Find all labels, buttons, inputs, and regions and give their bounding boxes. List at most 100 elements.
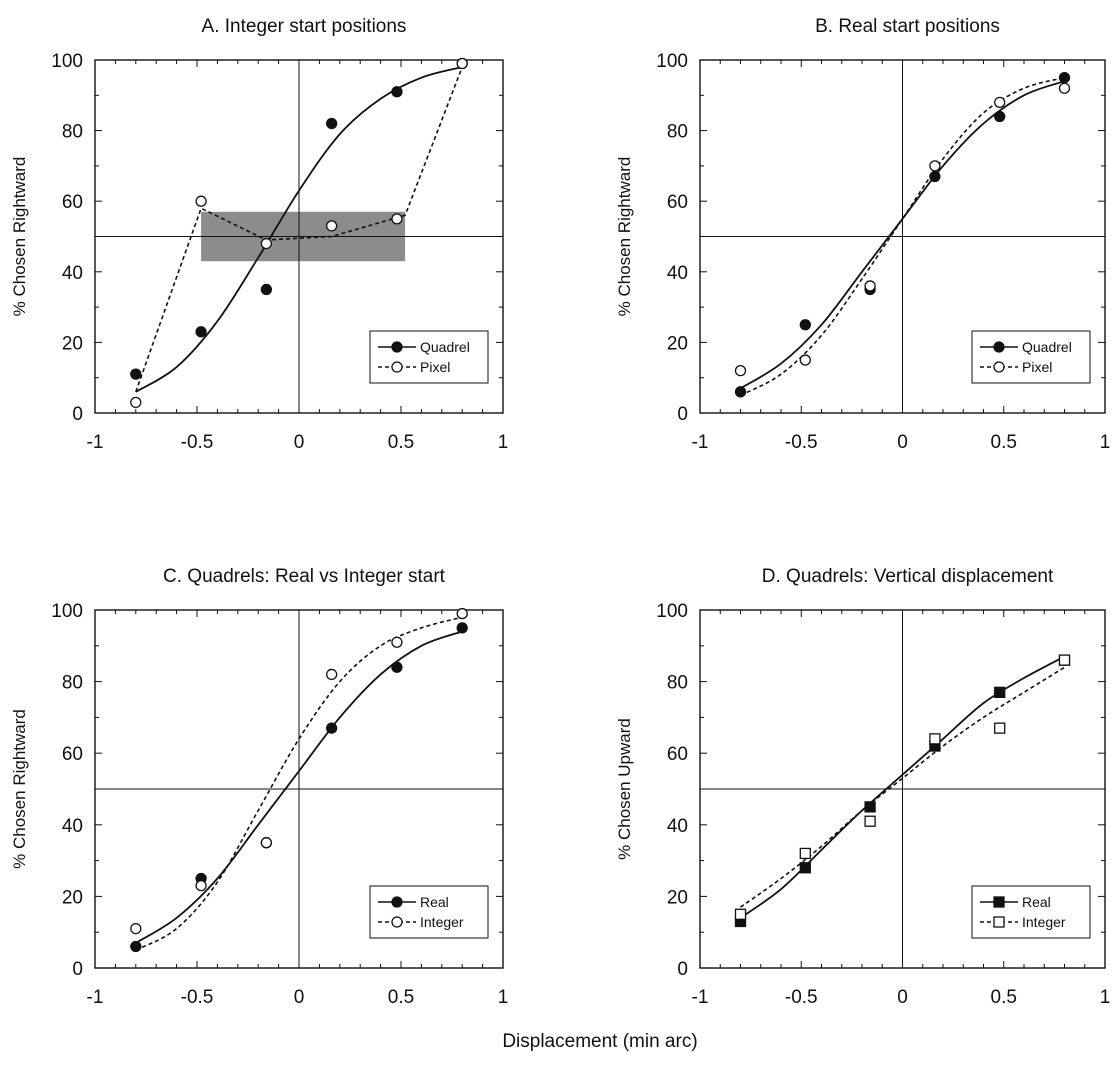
panel-a-series-quadrel-line <box>135 66 463 393</box>
panel-a-series-quadrel-point <box>195 326 207 338</box>
panel-d-series-integer <box>734 654 1071 920</box>
panel-b-ytick-label: 20 <box>667 333 688 354</box>
panel-b-legend-label: Quadrel <box>1022 339 1072 355</box>
panel-b-series-pixel-point <box>864 280 876 292</box>
panel-b-series-pixel-point <box>994 96 1006 109</box>
panel-c-xtick-label: 1 <box>498 987 509 1008</box>
panel-d-xtick-label: 1 <box>1100 987 1111 1008</box>
panel-b-xtick-label: 0 <box>897 432 908 453</box>
panel-c-legend-label: Integer <box>420 914 464 930</box>
panel-c-xtick-label: -1 <box>87 987 104 1008</box>
panel-a-series-pixel-line <box>135 66 463 393</box>
panel-a-legend: Quadrel Pixel <box>369 330 489 384</box>
panel-a-ytick-label: 0 <box>72 404 83 425</box>
panel-c-title: C. Quadrels: Real vs Integer start <box>163 566 446 587</box>
panel-c-legend-box <box>369 885 489 939</box>
panel-d-ylabel: % Chosen Upward <box>615 718 634 860</box>
panel-b-ytick-label: 80 <box>667 122 688 143</box>
panel-b-series-pixel-point <box>734 364 747 377</box>
panel-b-series-quadrel-point <box>1058 72 1071 84</box>
panel-b-series-pixel-point <box>799 354 811 366</box>
panel-c-series-real-line <box>135 630 463 944</box>
panel-d-legend: Real Integer <box>971 885 1091 939</box>
panel-a-series-pixel <box>130 57 468 409</box>
panel-c: C. Quadrels: Real vs Integer start 0 20 40 6… <box>10 566 508 1008</box>
panel-c-legend-label: Real <box>420 894 449 910</box>
panel-c-xtick-label: -0.5 <box>181 987 214 1008</box>
panel-a-ytick-label: 60 <box>62 192 83 213</box>
panel-a-series-pixel-point <box>195 195 207 207</box>
panel-d-series-integer-point <box>1058 654 1071 666</box>
panel-d-series-integer-point <box>799 847 811 860</box>
panel-b-ytick-label: 40 <box>667 263 688 284</box>
panel-d-series-integer-point <box>994 722 1006 734</box>
panel-a-series-pixel-point <box>130 396 142 409</box>
panel-d-ytick-label: 40 <box>667 816 688 837</box>
panel-d-ytick-label: 80 <box>667 673 688 694</box>
panel-b-xtick-label: 0.5 <box>991 432 1017 453</box>
panel-b: B. Real start positions 0 20 40 60 80 100 -1 -0.… <box>615 16 1110 453</box>
panel-d-xtick-label: -1 <box>692 987 709 1008</box>
panel-b-series-quadrel <box>734 72 1071 398</box>
panel-c-ytick-label: 80 <box>62 673 83 694</box>
panel-d-ytick-label: 0 <box>677 959 688 980</box>
panel-a-ytick-label: 100 <box>51 51 83 72</box>
panel-c-series-real-point <box>456 622 468 634</box>
panel-b-legend-marker <box>993 341 1005 353</box>
panel-d-series-real-point <box>864 801 876 813</box>
panel-d-xtick-label: 0.5 <box>991 987 1017 1008</box>
panel-b-series-quadrel-point <box>799 319 811 331</box>
panel-a-series-pixel-point <box>325 220 338 232</box>
panel-c-legend-marker <box>391 896 403 908</box>
panel-a-legend-label: Pixel <box>420 359 450 375</box>
panel-a-series-quadrel-point <box>260 283 273 296</box>
panel-b-series-pixel <box>734 76 1071 397</box>
panel-c-series-integer-point <box>456 607 468 620</box>
panel-d-legend-marker <box>993 896 1005 908</box>
panel-d-legend-marker <box>993 916 1005 928</box>
panel-a-series-quadrel-point <box>130 368 142 380</box>
panel-d-series-integer-point <box>734 908 747 920</box>
panel-a-legend-label: Quadrel <box>420 339 470 355</box>
panel-d: D. Quadrels: Vertical displacement 0 20 40 6… <box>615 566 1110 1008</box>
panel-b-ytick-label: 60 <box>667 192 688 213</box>
panel-a-legend-marker <box>391 361 403 373</box>
panel-d-ytick-label: 20 <box>667 887 688 908</box>
panel-b-ytick-label: 0 <box>677 404 688 425</box>
panel-c-ytick-label: 40 <box>62 816 83 837</box>
panel-a-xtick-label: -1 <box>87 432 104 453</box>
panel-a-series-pixel-point <box>456 57 468 70</box>
panel-c-series-real-point <box>391 661 403 673</box>
panel-b-title: B. Real start positions <box>815 16 1000 37</box>
panel-c-series-integer-point <box>260 837 273 849</box>
panel-c-series-integer-line <box>135 616 463 951</box>
panel-a-title: A. Integer start positions <box>202 16 407 37</box>
panel-b-series-pixel-line <box>740 76 1065 397</box>
panel-c-xtick-label: 0.5 <box>388 987 414 1008</box>
panels: A. Integer start positions020406080100-1… <box>10 16 1110 1008</box>
panel-a-legend-box <box>369 330 489 384</box>
panel-c-series-integer-point <box>325 668 338 681</box>
panel-b-xtick-label: -1 <box>692 432 709 453</box>
panel-d-series-real-line <box>739 655 1065 919</box>
panel-b-legend-box <box>971 330 1091 384</box>
panel-d-legend-box <box>971 885 1091 939</box>
panel-d-series-real-point <box>994 686 1006 698</box>
panel-d-title: D. Quadrels: Vertical displacement <box>762 566 1054 587</box>
panel-b-legend: Quadrel Pixel <box>971 330 1091 384</box>
panel-b-ytick-label: 100 <box>656 51 688 72</box>
panel-a-ytick-label: 80 <box>62 122 83 143</box>
panel-b-series-quadrel-point <box>929 170 941 183</box>
panel-a-ytick-label: 20 <box>62 333 83 354</box>
panel-c-xtick-label: 0 <box>294 987 305 1008</box>
figure-xlabel: Displacement (min arc) <box>502 1031 697 1052</box>
panel-b-series-quadrel-line <box>740 80 1065 390</box>
panel-d-ytick-label: 100 <box>656 601 688 622</box>
panel-d-series-real-point <box>799 862 811 874</box>
panel-d-series-integer-line <box>740 666 1065 908</box>
panel-a-series-quadrel-point <box>325 117 338 130</box>
panel-a-series-pixel-point <box>391 213 403 225</box>
panel-c-series-integer-point <box>130 922 142 935</box>
panel-d-legend-label: Real <box>1022 894 1051 910</box>
